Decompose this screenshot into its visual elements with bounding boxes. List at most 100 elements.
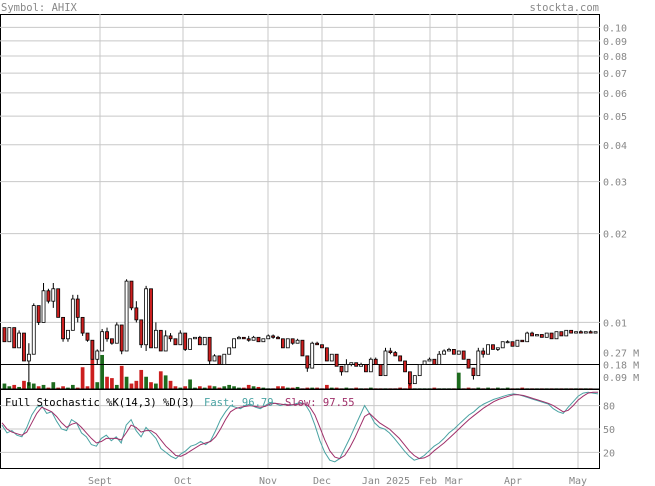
site-label: stockta.com — [529, 2, 599, 14]
x-axis-label: May — [569, 476, 587, 486]
candle — [447, 347, 451, 352]
candle — [149, 288, 153, 349]
candle — [378, 364, 383, 377]
volume-bar — [310, 387, 315, 389]
price-tick-label: 0.10 — [603, 23, 627, 34]
volume-bar — [285, 387, 290, 389]
candle — [417, 364, 422, 377]
candle — [12, 327, 17, 349]
candle-body — [237, 336, 241, 340]
candle-body — [403, 360, 407, 373]
candle-body — [51, 288, 56, 302]
candle-body — [320, 344, 324, 349]
x-axis-label: Sept — [88, 476, 112, 486]
candle-body — [163, 335, 168, 352]
candle-body — [300, 339, 305, 357]
candle-body — [383, 350, 388, 377]
candle — [403, 360, 407, 373]
candle-body — [276, 336, 280, 340]
volume-bar — [61, 386, 65, 389]
candle — [368, 357, 373, 373]
stochastic-panel: 80 50 20 Full Stochastic %K(14,3) %D(3) Fa… — [0, 389, 615, 469]
volume-bar — [202, 387, 207, 389]
candle — [305, 355, 310, 372]
candle-body — [344, 364, 349, 373]
candle-body — [85, 332, 90, 341]
candle — [105, 327, 109, 342]
candle-body — [578, 331, 583, 334]
volume-bar — [183, 386, 188, 389]
volume-bar — [17, 386, 21, 389]
candle-body — [588, 331, 593, 334]
candle-body — [246, 338, 251, 341]
volume-bar — [193, 387, 197, 389]
price-panel-frame — [0, 14, 600, 390]
volume-bar — [95, 382, 100, 389]
price-tick-label: 0.03 — [603, 178, 627, 189]
candle — [432, 358, 437, 365]
candle-body — [378, 364, 383, 377]
candle-body — [114, 324, 119, 344]
volume-bar — [325, 384, 329, 389]
candle — [530, 331, 534, 337]
candle-body — [149, 288, 153, 349]
candle — [486, 344, 490, 355]
stochastic-fast-value: Fast: 96.79 — [204, 397, 274, 409]
candle — [70, 294, 75, 331]
volume-bar — [70, 384, 75, 389]
candle — [110, 338, 114, 345]
candle — [178, 330, 183, 346]
candle-body — [539, 334, 544, 338]
x-axis-label: Dec — [313, 476, 331, 486]
candle-body — [334, 353, 339, 367]
candle-body — [408, 371, 412, 385]
candle-body — [232, 338, 236, 349]
x-axis-label: Jan 2025 — [362, 476, 410, 486]
candle — [139, 319, 144, 348]
candle — [471, 367, 476, 380]
candle — [525, 331, 530, 343]
candle — [588, 330, 593, 334]
candle — [578, 330, 583, 334]
candle-body — [36, 305, 41, 323]
volume-bar — [246, 384, 251, 389]
volume-bar — [432, 387, 437, 389]
candle — [207, 336, 212, 365]
volume-bar — [114, 384, 119, 389]
candle — [422, 360, 427, 365]
candle — [188, 338, 192, 350]
candle-body — [90, 339, 95, 360]
volume-tick-label: 0.18 M — [603, 361, 639, 372]
candle-body — [80, 316, 85, 334]
candle — [500, 341, 505, 349]
volume-bar — [41, 384, 46, 389]
volume-bar — [163, 375, 168, 389]
candle — [364, 364, 368, 373]
candle-body — [266, 335, 271, 340]
candle-body — [466, 358, 471, 369]
candle — [217, 355, 222, 365]
candle — [158, 329, 163, 352]
candle-body — [271, 335, 276, 338]
candle — [427, 357, 432, 362]
candle-body — [486, 344, 490, 355]
candle — [90, 339, 95, 360]
candle-body — [510, 341, 515, 347]
candle — [17, 330, 22, 349]
candle — [549, 332, 554, 340]
candle-body — [354, 362, 359, 367]
candle-body — [256, 336, 261, 343]
volume-bar — [456, 372, 461, 389]
candle — [334, 353, 339, 367]
volume-bar — [354, 387, 359, 389]
volume-bar — [368, 387, 373, 389]
candle — [61, 316, 65, 342]
candle — [290, 338, 295, 345]
candle-body — [388, 350, 393, 353]
candle-body — [505, 341, 510, 344]
volume-bar — [315, 387, 319, 389]
candle — [310, 341, 315, 369]
candle — [315, 341, 320, 346]
candle — [515, 339, 520, 347]
